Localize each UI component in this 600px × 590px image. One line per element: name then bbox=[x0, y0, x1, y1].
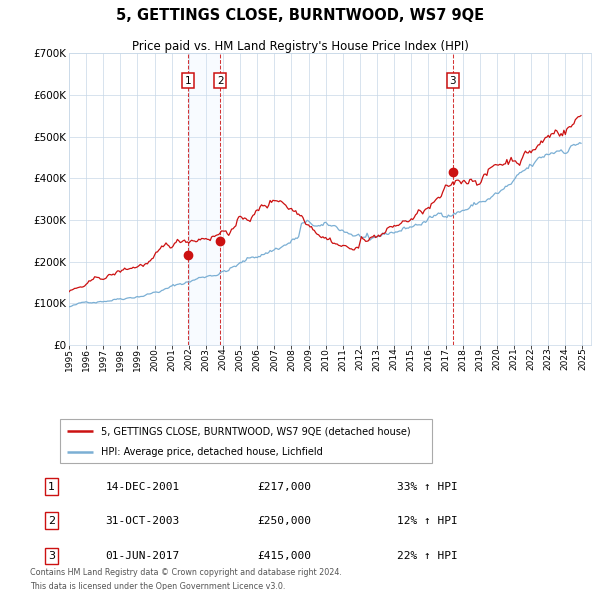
Text: 01-JUN-2017: 01-JUN-2017 bbox=[106, 551, 180, 561]
Text: 3: 3 bbox=[449, 76, 456, 86]
Text: 2023: 2023 bbox=[544, 348, 553, 371]
Text: Contains HM Land Registry data © Crown copyright and database right 2024.: Contains HM Land Registry data © Crown c… bbox=[30, 568, 342, 576]
Text: 2020: 2020 bbox=[493, 348, 502, 371]
Text: 2: 2 bbox=[48, 516, 55, 526]
Text: 2005: 2005 bbox=[236, 348, 245, 371]
Text: 33% ↑ HPI: 33% ↑ HPI bbox=[397, 482, 458, 491]
Text: 22% ↑ HPI: 22% ↑ HPI bbox=[397, 551, 458, 561]
Text: 2016: 2016 bbox=[424, 348, 433, 371]
Text: 12% ↑ HPI: 12% ↑ HPI bbox=[397, 516, 458, 526]
Text: 2003: 2003 bbox=[202, 348, 211, 371]
Text: 1995: 1995 bbox=[65, 348, 74, 371]
Text: 1999: 1999 bbox=[133, 348, 142, 371]
Bar bbox=[188, 53, 220, 345]
Text: 2019: 2019 bbox=[475, 348, 484, 371]
Text: Price paid vs. HM Land Registry's House Price Index (HPI): Price paid vs. HM Land Registry's House … bbox=[131, 40, 469, 53]
Text: 1997: 1997 bbox=[99, 348, 108, 371]
Text: 1: 1 bbox=[48, 482, 55, 491]
Text: 2018: 2018 bbox=[458, 348, 467, 371]
Text: 1996: 1996 bbox=[82, 348, 91, 371]
Text: 2000: 2000 bbox=[150, 348, 159, 371]
Text: 2010: 2010 bbox=[321, 348, 330, 371]
Text: 2024: 2024 bbox=[561, 348, 570, 371]
Text: 2009: 2009 bbox=[304, 348, 313, 371]
Text: 2021: 2021 bbox=[509, 348, 518, 371]
Text: 2004: 2004 bbox=[218, 348, 227, 371]
Text: 2007: 2007 bbox=[270, 348, 279, 371]
Text: 2006: 2006 bbox=[253, 348, 262, 371]
Text: 2025: 2025 bbox=[578, 348, 587, 371]
Text: 2014: 2014 bbox=[389, 348, 398, 371]
Text: 1998: 1998 bbox=[116, 348, 125, 371]
Text: 2012: 2012 bbox=[355, 348, 364, 371]
Text: HPI: Average price, detached house, Lichfield: HPI: Average price, detached house, Lich… bbox=[101, 447, 323, 457]
Text: 2008: 2008 bbox=[287, 348, 296, 371]
Text: 5, GETTINGS CLOSE, BURNTWOOD, WS7 9QE (detached house): 5, GETTINGS CLOSE, BURNTWOOD, WS7 9QE (d… bbox=[101, 427, 410, 436]
Text: 2001: 2001 bbox=[167, 348, 176, 371]
Text: 2015: 2015 bbox=[407, 348, 416, 371]
Text: £217,000: £217,000 bbox=[257, 482, 311, 491]
Text: 2002: 2002 bbox=[184, 348, 193, 371]
FancyBboxPatch shape bbox=[60, 419, 432, 463]
Text: 2017: 2017 bbox=[441, 348, 450, 371]
Text: £250,000: £250,000 bbox=[257, 516, 311, 526]
Text: 5, GETTINGS CLOSE, BURNTWOOD, WS7 9QE: 5, GETTINGS CLOSE, BURNTWOOD, WS7 9QE bbox=[116, 8, 484, 22]
Text: 1: 1 bbox=[185, 76, 191, 86]
Text: 2: 2 bbox=[217, 76, 223, 86]
Text: This data is licensed under the Open Government Licence v3.0.: This data is licensed under the Open Gov… bbox=[30, 582, 286, 590]
Text: 2011: 2011 bbox=[338, 348, 347, 371]
Text: 31-OCT-2003: 31-OCT-2003 bbox=[106, 516, 180, 526]
Text: £415,000: £415,000 bbox=[257, 551, 311, 561]
Text: 14-DEC-2001: 14-DEC-2001 bbox=[106, 482, 180, 491]
Text: 3: 3 bbox=[48, 551, 55, 561]
Text: 2013: 2013 bbox=[373, 348, 382, 371]
Text: 2022: 2022 bbox=[527, 348, 536, 371]
